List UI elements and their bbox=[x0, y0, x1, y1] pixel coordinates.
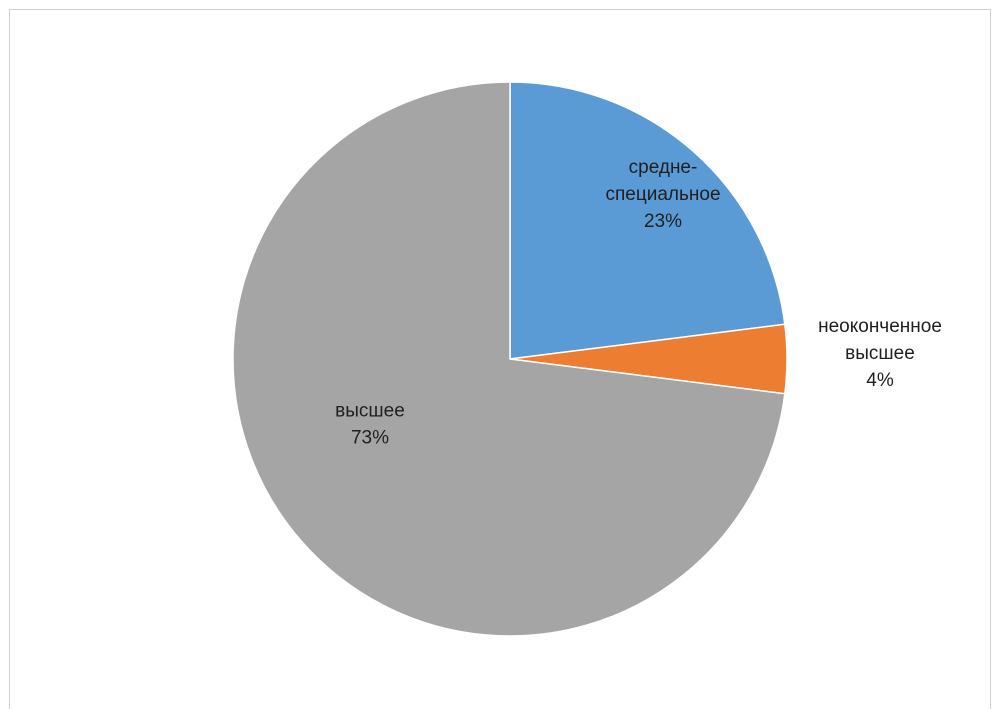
slice-category-label: средне- bbox=[629, 157, 698, 178]
slice-category-label: высшее bbox=[845, 343, 915, 364]
slice-percent-label: 23% bbox=[644, 211, 682, 232]
slice-category-label: специальное bbox=[605, 184, 720, 205]
slice-secondary-special bbox=[509, 81, 786, 360]
slice-category-label: высшее bbox=[335, 401, 405, 422]
label-secondary-special: средне-специальное 23% bbox=[605, 157, 720, 232]
pie-chart: средне-специальное 23% неоконченное высшее 4… bbox=[232, 81, 942, 637]
pie-slices bbox=[232, 81, 788, 637]
slice-category-label: неоконченное bbox=[818, 316, 942, 337]
slice-percent-label: 4% bbox=[866, 370, 894, 391]
slice-higher bbox=[232, 81, 786, 637]
pie-labels: средне-специальное 23% неоконченное высшее 4… bbox=[335, 157, 942, 449]
label-incomplete-higher: неоконченное высшее 4% bbox=[818, 316, 942, 391]
chart-area: средне-специальное 23% неоконченное высшее 4… bbox=[9, 9, 991, 709]
slice-percent-label: 73% bbox=[351, 428, 389, 449]
label-higher: высшее 73% bbox=[335, 401, 405, 449]
